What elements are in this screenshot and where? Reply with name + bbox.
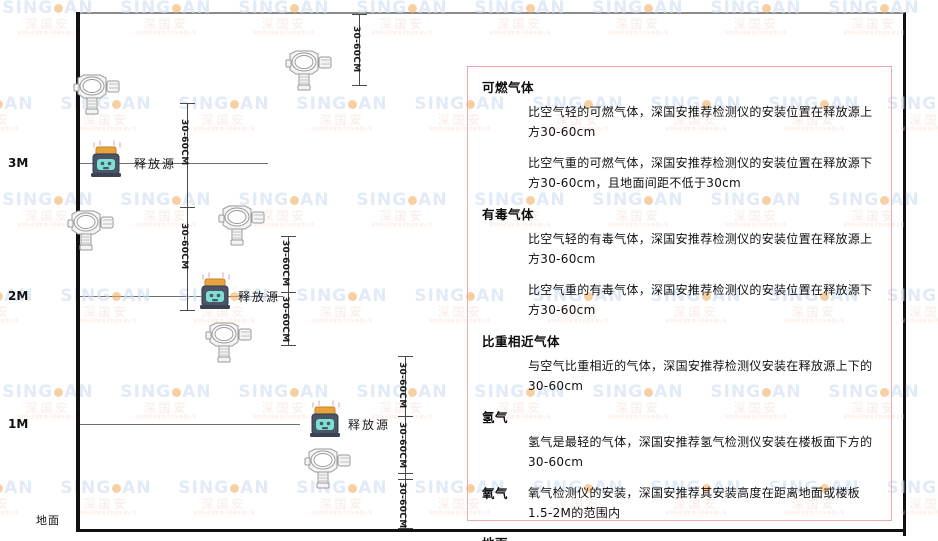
guidance-heading: 地面	[482, 533, 879, 541]
guidance-text: 与空气比重相近的气体，深国安推荐检测仪安装在释放源上下的30-60cm	[528, 359, 873, 393]
ground-label: 地面	[36, 514, 60, 527]
gas-detector-icon	[60, 204, 122, 256]
guidance-heading: 氧气	[482, 486, 509, 501]
dimension-text: 30-60CM	[351, 26, 361, 73]
guidance-heading: 可燃气体	[482, 80, 535, 95]
watermark-url: 深圳市深国安电子科技有限公司	[0, 318, 19, 323]
guidance-text: 氧气检测仪的安装，深国安推荐其安装高度在距离地面或楼板1.5-2M的范围内	[528, 486, 861, 520]
dimension-group-middle: 30-60CM 30-60CM	[280, 236, 305, 346]
release-source-icon	[84, 140, 128, 188]
dimension-text: 30-60CM	[280, 296, 290, 343]
guidance-text: 比空气轻的可燃气体，深国安推荐检测仪的安装位置在释放源上方30-60cm	[528, 105, 873, 139]
vertical-axis	[76, 12, 80, 531]
guidance-panel: 可燃气体比空气轻的可燃气体，深国安推荐检测仪的安装位置在释放源上方30-60cm…	[467, 66, 892, 541]
watermark-chinese: 深国安	[0, 305, 11, 319]
watermark-url: 深圳市深国安电子科技有限公司	[0, 510, 19, 515]
gas-detector-icon	[198, 316, 260, 368]
gas-detector-icon	[278, 44, 340, 96]
gas-detector-icon	[297, 442, 359, 494]
guidance-section: 氧气 氧气检测仪的安装，深国安推荐其安装高度在距离地面或楼板1.5-2M的范围内	[482, 483, 879, 523]
guidance-heading: 比重相近气体	[482, 334, 561, 349]
gas-detector-icon	[211, 199, 273, 251]
level-line-2m	[78, 296, 283, 297]
guidance-text: 比空气重的有毒气体，深国安推荐检测仪的安装位置在释放源下方30-60cm	[528, 283, 873, 317]
watermark-url: 深圳市深国安电子科技有限公司	[0, 126, 19, 131]
watermark-chinese: 深国安	[0, 497, 11, 511]
guidance-text: 比空气轻的有毒气体，深国安推荐检测仪的安装位置在释放源上方30-60cm	[528, 232, 873, 266]
dimension-text: 30-60CM	[179, 119, 189, 166]
level-line-3m	[78, 163, 268, 164]
diagram-frame	[76, 12, 906, 536]
watermark-chinese: 深国安	[0, 113, 11, 127]
ground-axis	[76, 529, 906, 532]
guidance-text: 氢气是最轻的气体，深国安推荐氢气检测仪安装在楼板面下方的30-60cm	[528, 435, 873, 469]
guidance-text: 比空气重的可燃气体，深国安推荐检测仪的安装位置在释放源下方30-60cm，且地面…	[528, 156, 873, 190]
release-source-label: 释放源	[348, 418, 391, 432]
dimension-text: 30-60CM	[397, 482, 407, 529]
axis-label-3m: 3M	[8, 156, 29, 170]
dimension-group-bottom: 30-60CM 30-60CM 30-60CM	[397, 356, 422, 529]
release-source-icon	[193, 272, 237, 320]
dimension-text: 30-60CM	[397, 362, 407, 409]
level-line-1m	[78, 424, 300, 425]
dimension-text: 30-60CM	[179, 223, 189, 270]
dimension-group-top: 30-60CM	[351, 14, 376, 86]
dimension-group-upper: 30-60CM 30-60CM	[179, 103, 204, 311]
dimension-text: 30-60CM	[280, 240, 290, 287]
dimension-text: 30-60CM	[397, 422, 407, 469]
release-source-icon	[303, 400, 347, 448]
gas-detector-icon	[66, 68, 128, 120]
release-source-label: 释放源	[134, 157, 177, 171]
release-source-label: 释放源	[238, 290, 281, 304]
guidance-heading: 氢气	[482, 410, 509, 425]
axis-label-1m: 1M	[8, 417, 29, 431]
guidance-heading: 有毒气体	[482, 207, 535, 222]
axis-label-2m: 2M	[8, 289, 29, 303]
